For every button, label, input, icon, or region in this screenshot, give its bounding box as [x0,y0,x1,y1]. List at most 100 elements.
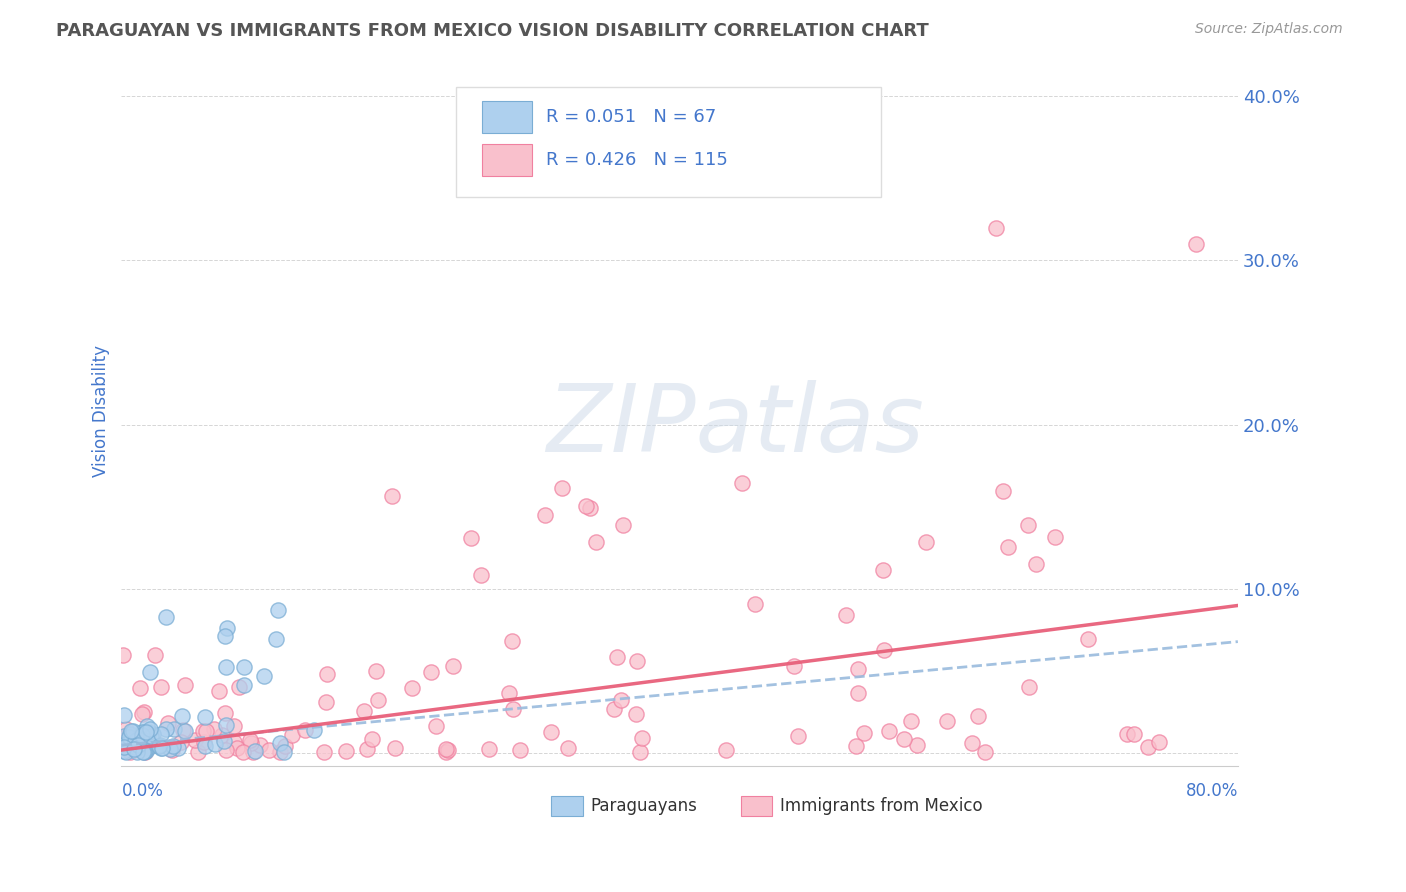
Point [631,731,654,746]
Point [131,727,153,741]
Point [401,681,423,695]
Point [204,737,226,751]
Bar [482,102,533,134]
Point [1077,632,1099,646]
Point [353,704,375,718]
Point [127,732,149,747]
Point [215,660,238,674]
Y-axis label: Vision Disability: Vision Disability [93,345,110,477]
Point [893,732,915,747]
Point [215,621,238,635]
Point [129,681,152,696]
Point [269,745,291,759]
Point [135,738,157,752]
Point [578,501,600,516]
Point [149,738,172,752]
Point [114,732,136,747]
Point [335,743,357,757]
Point [239,733,262,747]
Point [509,743,531,757]
Text: ZIPatlas: ZIPatlas [547,379,924,471]
Point [233,660,256,674]
Point [172,709,194,723]
Point [575,499,598,513]
Point [121,738,143,752]
Point [239,736,262,750]
Point [131,725,153,739]
Point [122,739,145,754]
Point [138,741,160,756]
Point [132,745,155,759]
Point [966,709,988,723]
Point [612,518,634,533]
Point [315,695,337,709]
Point [716,743,738,757]
Point [253,668,276,682]
Point [274,739,297,754]
Point [127,740,149,755]
Point [159,742,181,756]
Point [1115,726,1137,740]
Point [226,741,249,756]
Point [143,648,166,662]
Point [498,686,520,700]
Point [1122,727,1144,741]
Point [534,508,557,522]
Point [1017,518,1039,533]
Point [160,742,183,756]
Point [117,734,139,748]
Point [120,745,142,759]
Point [936,714,959,728]
Point [139,723,162,737]
Point [124,742,146,756]
Point [731,476,754,491]
Point [960,736,983,750]
Text: 0.0%: 0.0% [121,782,163,800]
Point [302,723,325,738]
Point [905,739,928,753]
Point [127,741,149,756]
Text: R = 0.051   N = 67: R = 0.051 N = 67 [546,108,716,126]
Point [111,648,134,662]
Point [214,629,236,643]
Point [1185,237,1208,252]
Point [242,745,264,759]
Text: PARAGUAYAN VS IMMIGRANTS FROM MEXICO VISION DISABILITY CORRELATION CHART: PARAGUAYAN VS IMMIGRANTS FROM MEXICO VIS… [56,22,929,40]
Point [267,603,290,617]
Point [384,741,406,756]
Point [135,724,157,739]
Point [194,709,217,723]
Point [1025,557,1047,571]
Point [877,724,900,739]
Point [1018,680,1040,694]
Point [208,684,231,698]
Point [364,664,387,678]
Point [127,738,149,752]
Point [111,731,134,745]
Point [194,739,217,753]
Point [420,665,443,680]
FancyBboxPatch shape [457,87,880,197]
Point [131,738,153,752]
Point [356,741,378,756]
Point [120,723,142,738]
Point [115,722,138,736]
Point [872,563,894,577]
Point [259,742,281,756]
Point [367,693,389,707]
Point [610,693,633,707]
Bar [551,797,582,816]
Point [628,745,651,759]
Point [187,745,209,759]
Point [973,745,995,759]
Point [434,745,457,759]
Point [156,715,179,730]
Text: Immigrants from Mexico: Immigrants from Mexico [780,797,983,815]
Point [215,743,238,757]
Point [501,633,523,648]
Point [233,677,256,691]
Point [121,723,143,738]
Point [249,738,271,752]
Point [381,489,404,503]
Point [150,741,173,756]
